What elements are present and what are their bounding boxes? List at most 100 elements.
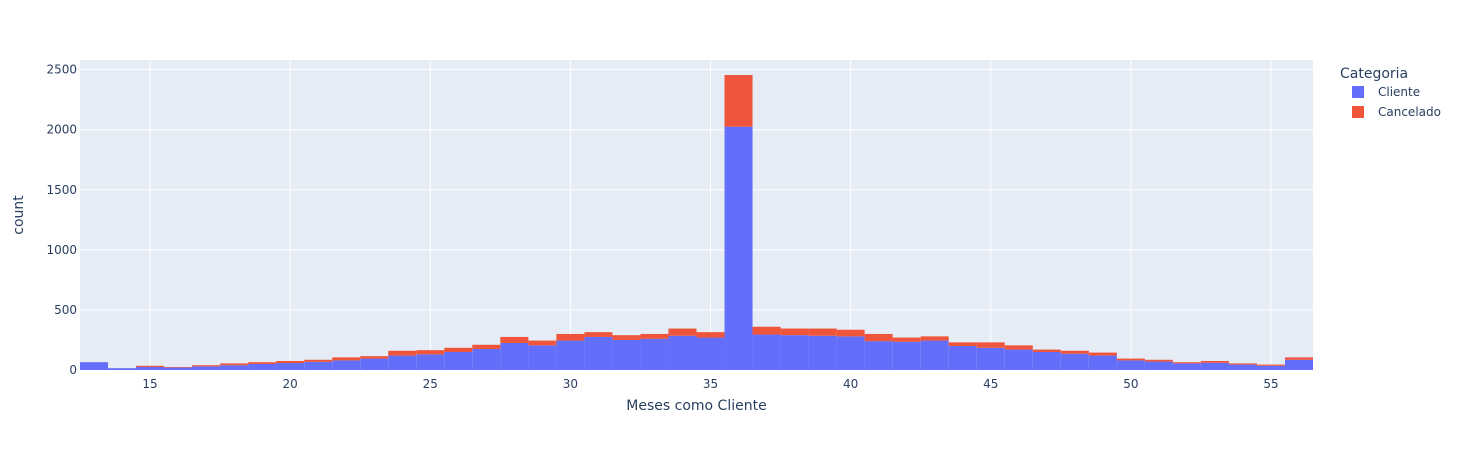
bar-cancelado-45[interactable]: [976, 342, 1005, 348]
bar-cancelado-51[interactable]: [1144, 359, 1173, 362]
bar-cancelado-53[interactable]: [1200, 360, 1229, 363]
bar-cancelado-55[interactable]: [1256, 364, 1285, 366]
bar-cancelado-54[interactable]: [1228, 363, 1257, 365]
bar-cliente-43[interactable]: [920, 340, 949, 370]
legend-swatch-cancelado: [1352, 106, 1364, 118]
bar-cliente-24[interactable]: [388, 355, 417, 370]
y-tick-label: 2500: [46, 63, 77, 77]
bar-cliente-49[interactable]: [1088, 355, 1117, 370]
bar-cancelado-42[interactable]: [892, 337, 921, 342]
bar-cancelado-36[interactable]: [724, 75, 753, 127]
bar-cancelado-27[interactable]: [472, 344, 501, 349]
bar-cancelado-21[interactable]: [304, 359, 333, 362]
bar-cliente-20[interactable]: [276, 363, 305, 370]
legend[interactable]: Categoria Cliente Cancelado: [1340, 66, 1441, 119]
bar-cancelado-50[interactable]: [1116, 358, 1145, 361]
x-tick-label: 20: [283, 377, 298, 391]
bar-cancelado-16[interactable]: [164, 366, 193, 368]
bar-cancelado-43[interactable]: [920, 336, 949, 341]
bar-cancelado-47[interactable]: [1032, 349, 1061, 352]
bar-cancelado-38[interactable]: [780, 328, 809, 336]
bar-cliente-26[interactable]: [444, 351, 473, 370]
bar-cliente-21[interactable]: [304, 361, 333, 370]
bar-cliente-16[interactable]: [164, 367, 193, 370]
bar-cliente-29[interactable]: [528, 345, 557, 370]
legend-label-cancelado: Cancelado: [1378, 105, 1441, 119]
bar-cliente-48[interactable]: [1060, 353, 1089, 370]
bar-cancelado-46[interactable]: [1004, 345, 1033, 350]
bar-cancelado-52[interactable]: [1172, 362, 1201, 364]
bar-cliente-41[interactable]: [864, 341, 893, 370]
bar-cliente-50[interactable]: [1116, 360, 1145, 370]
bar-cliente-51[interactable]: [1144, 361, 1173, 370]
bar-cancelado-35[interactable]: [696, 332, 725, 338]
bar-cancelado-29[interactable]: [528, 340, 557, 346]
x-tick-label: 15: [142, 377, 157, 391]
legend-title: Categoria: [1340, 66, 1408, 82]
bar-cancelado-17[interactable]: [192, 365, 221, 367]
bar-cliente-42[interactable]: [892, 341, 921, 370]
bar-cancelado-44[interactable]: [948, 342, 977, 346]
bar-cancelado-48[interactable]: [1060, 350, 1089, 354]
bar-cancelado-19[interactable]: [248, 362, 277, 364]
bar-cancelado-23[interactable]: [360, 356, 389, 359]
legend-swatch-cliente: [1352, 86, 1364, 98]
bar-cancelado-33[interactable]: [640, 333, 669, 339]
bar-cliente-44[interactable]: [948, 345, 977, 370]
bar-cliente-38[interactable]: [780, 335, 809, 370]
bar-cancelado-25[interactable]: [416, 350, 445, 355]
bar-cancelado-18[interactable]: [220, 363, 249, 366]
bar-cliente-54[interactable]: [1228, 364, 1257, 370]
bar-cancelado-32[interactable]: [612, 335, 641, 340]
bar-cliente-37[interactable]: [752, 334, 781, 370]
bar-cancelado-39[interactable]: [808, 328, 837, 336]
bar-cliente-15[interactable]: [136, 366, 165, 370]
bar-cancelado-34[interactable]: [668, 328, 697, 336]
bar-cancelado-20[interactable]: [276, 360, 305, 364]
bar-cliente-35[interactable]: [696, 337, 725, 370]
bar-cliente-22[interactable]: [332, 360, 361, 370]
legend-item-cancelado[interactable]: Cancelado: [1352, 105, 1441, 119]
bar-cancelado-40[interactable]: [836, 329, 865, 337]
bar-cancelado-49[interactable]: [1088, 352, 1117, 356]
bar-cliente-19[interactable]: [248, 363, 277, 370]
bar-cliente-30[interactable]: [556, 340, 585, 370]
bar-cliente-27[interactable]: [472, 348, 501, 370]
bar-cliente-56[interactable]: [1284, 359, 1313, 370]
bar-cliente-39[interactable]: [808, 335, 837, 370]
bar-cliente-18[interactable]: [220, 365, 249, 370]
bar-cliente-34[interactable]: [668, 335, 697, 370]
bar-cliente-31[interactable]: [584, 336, 613, 370]
bar-cancelado-41[interactable]: [864, 333, 893, 342]
bar-cliente-52[interactable]: [1172, 363, 1201, 370]
bar-cancelado-31[interactable]: [584, 332, 613, 337]
bar-cliente-46[interactable]: [1004, 349, 1033, 370]
bar-cancelado-30[interactable]: [556, 333, 585, 341]
bar-cliente-23[interactable]: [360, 358, 389, 370]
bar-cliente-45[interactable]: [976, 347, 1005, 370]
bar-cliente-40[interactable]: [836, 336, 865, 370]
bar-cancelado-15[interactable]: [136, 365, 165, 367]
bar-cliente-36[interactable]: [724, 126, 753, 371]
bar-cliente-25[interactable]: [416, 354, 445, 370]
y-axis-title: count: [11, 195, 27, 235]
bar-cliente-53[interactable]: [1200, 362, 1229, 370]
y-tick-label: 1000: [46, 243, 77, 257]
bar-cancelado-26[interactable]: [444, 347, 473, 352]
legend-item-cliente[interactable]: Cliente: [1352, 85, 1420, 99]
bar-cancelado-28[interactable]: [500, 336, 529, 343]
bar-cliente-13[interactable]: [80, 362, 109, 370]
bar-cancelado-22[interactable]: [332, 357, 361, 361]
bar-cliente-32[interactable]: [612, 339, 641, 370]
bar-cancelado-56[interactable]: [1284, 357, 1313, 360]
bar-cancelado-24[interactable]: [388, 350, 417, 356]
bar-cliente-14[interactable]: [108, 368, 137, 370]
bar-cliente-55[interactable]: [1256, 365, 1285, 370]
bar-cliente-47[interactable]: [1032, 351, 1061, 370]
x-tick-label: 30: [563, 377, 578, 391]
bar-cliente-33[interactable]: [640, 338, 669, 370]
bar-cliente-17[interactable]: [192, 366, 221, 370]
bar-cliente-28[interactable]: [500, 342, 529, 370]
bar-cancelado-37[interactable]: [752, 326, 781, 335]
